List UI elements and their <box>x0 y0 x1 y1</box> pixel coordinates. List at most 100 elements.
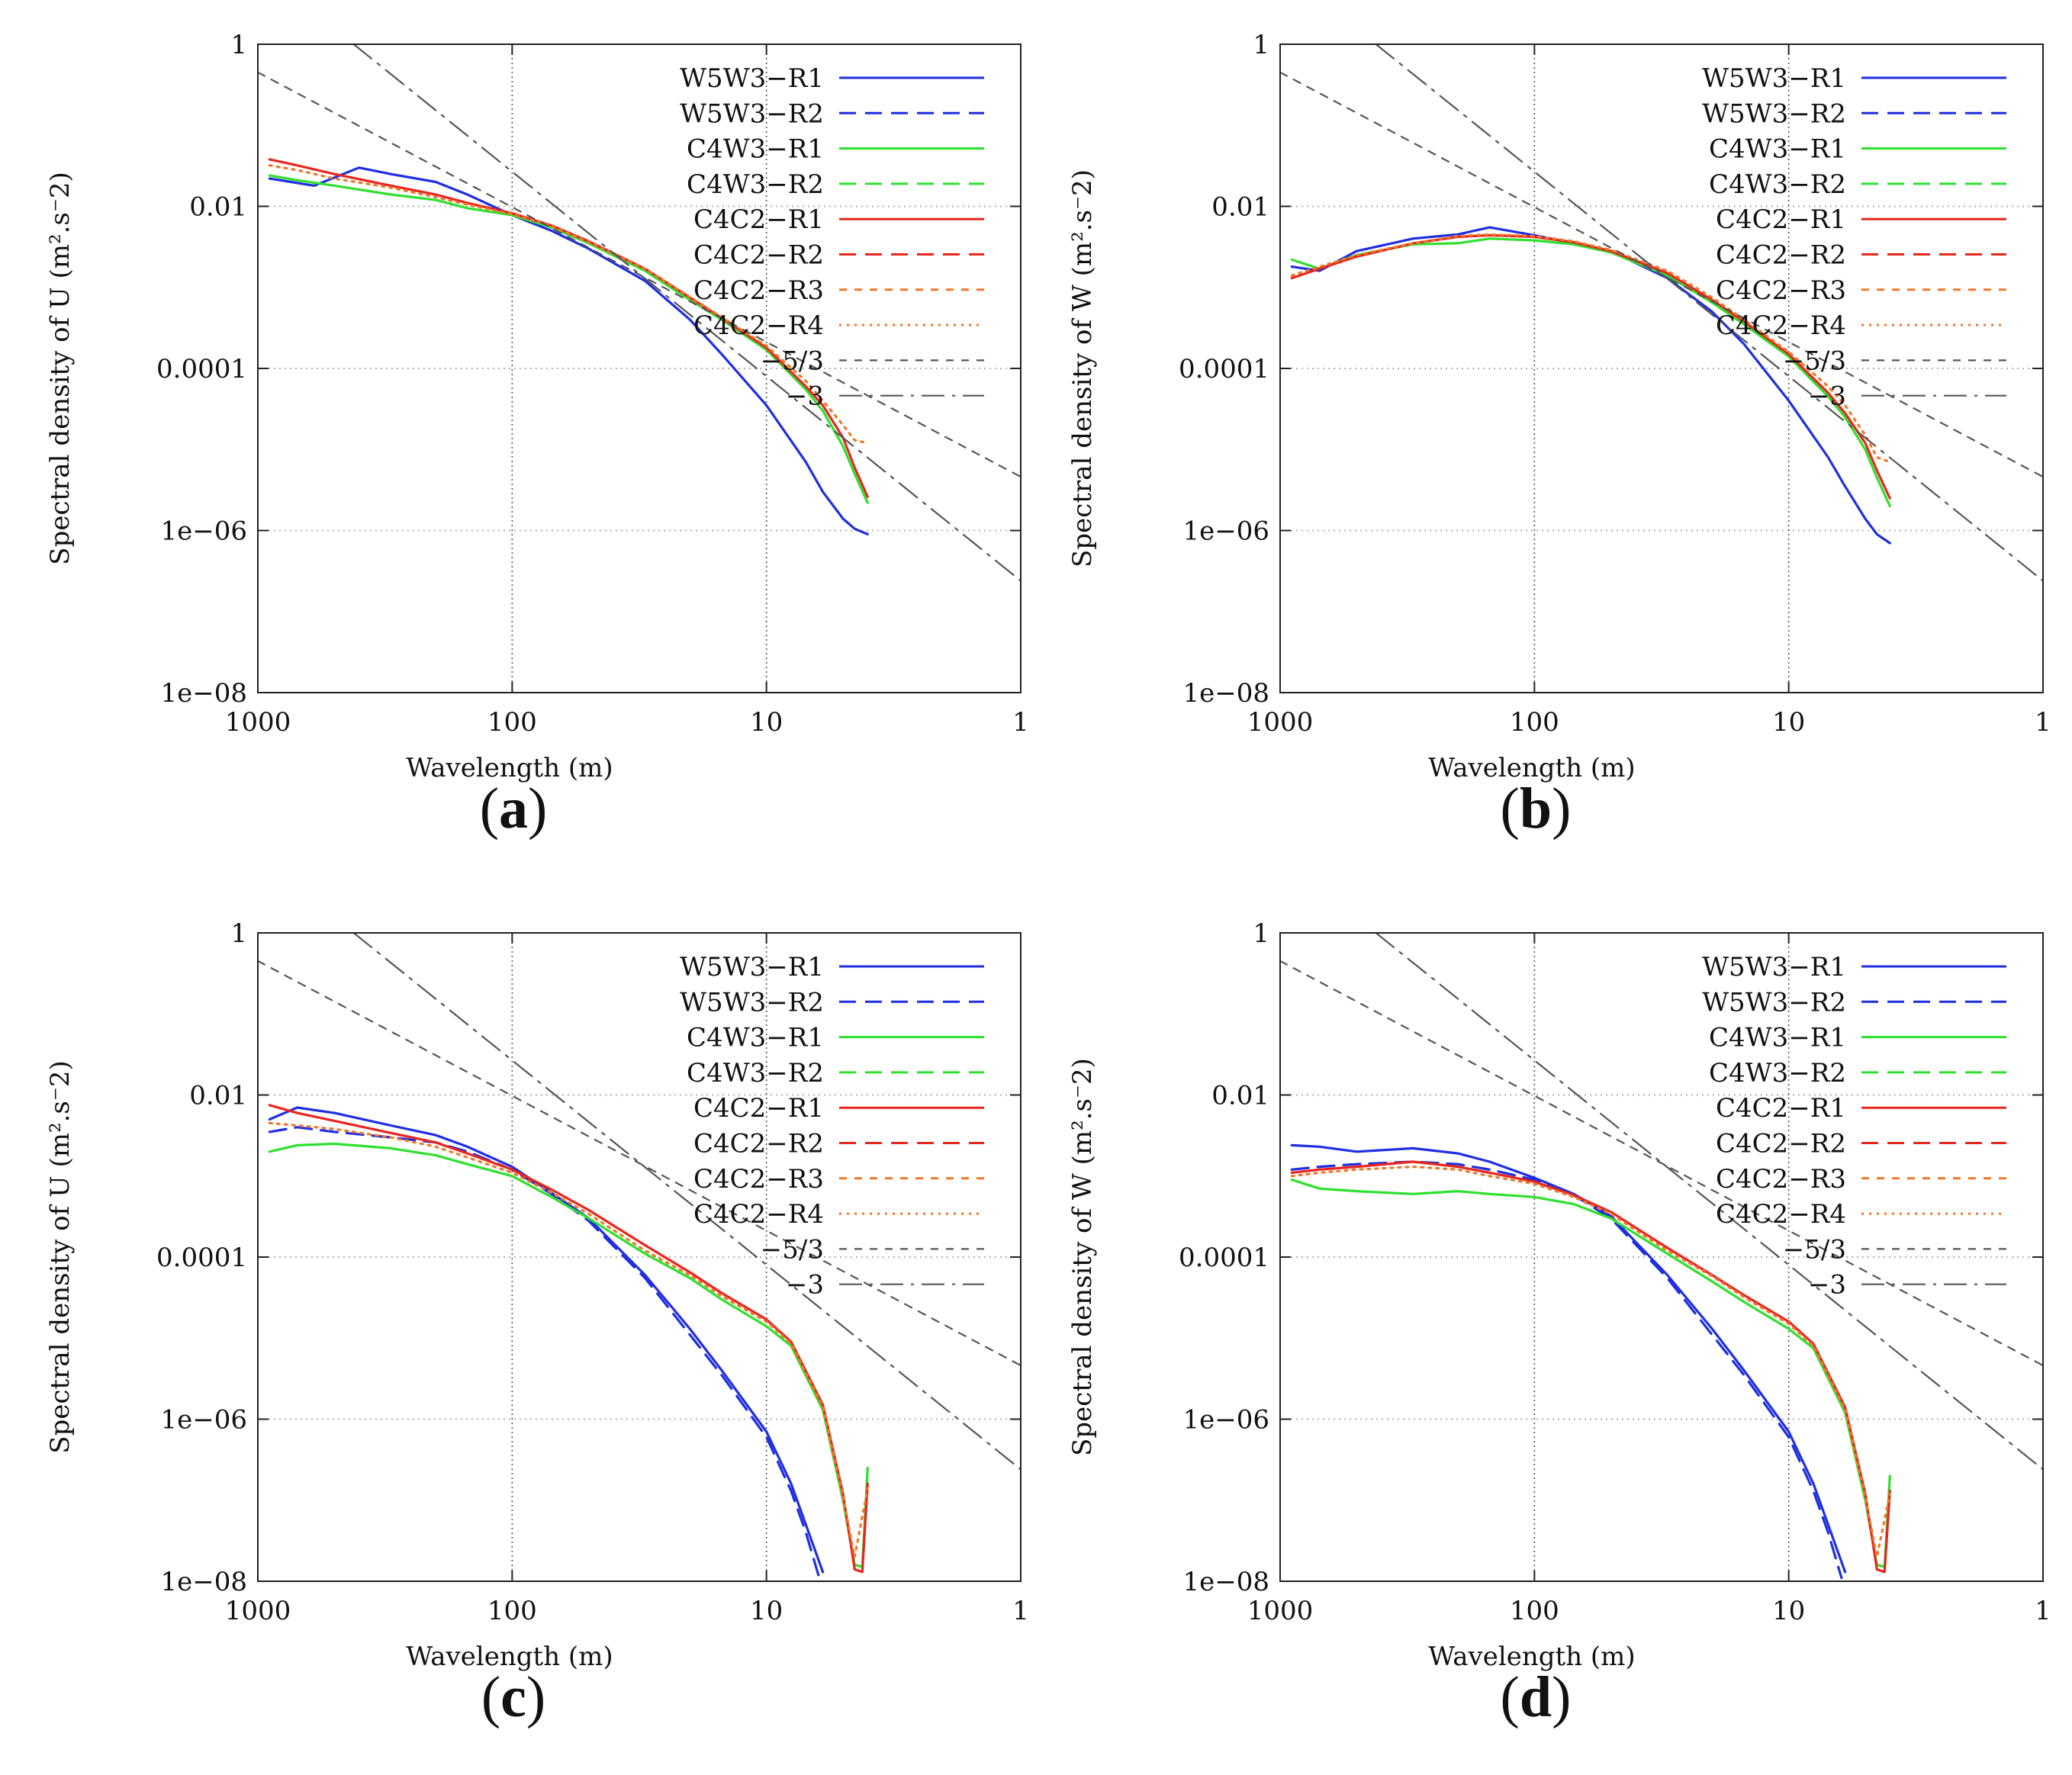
x-tick-label: 100 <box>1510 1596 1559 1626</box>
x-tick-label: 10 <box>750 707 783 738</box>
legend-label: −5/3 <box>1783 346 1846 376</box>
series-line-c4c2r3 <box>1290 1165 1891 1558</box>
legend-label: W5W3−R1 <box>1702 952 1846 982</box>
x-axis-label: Wavelength (m) <box>1428 753 1635 783</box>
x-tick-label: 1000 <box>225 1596 291 1626</box>
legend-label: C4C2−R2 <box>1716 1129 1846 1159</box>
series-line-w5w3r1 <box>268 1106 825 1574</box>
legend-label: C4W3−R2 <box>1709 169 1846 200</box>
y-tick-label: 1e−08 <box>160 678 247 709</box>
series-line-w5w3r2 <box>1290 1160 1843 1580</box>
x-tick-label: 1000 <box>1247 707 1314 738</box>
legend-label: W5W3−R2 <box>1702 987 1846 1018</box>
legend-label: C4C2−R2 <box>693 1129 824 1159</box>
plot-frame <box>1279 43 2044 693</box>
legend-label: C4C2−R3 <box>693 275 824 306</box>
series-line-c4w3r1 <box>268 174 869 504</box>
y-axis-label: Spectral density of W (m².s⁻2) <box>1067 1058 1098 1456</box>
legend-label: C4C2−R3 <box>1716 1164 1846 1195</box>
x-tick-label: 10 <box>750 1596 783 1626</box>
legend-label: C4W3−R2 <box>687 169 824 200</box>
y-tick-label: 1 <box>1253 918 1269 949</box>
y-tick-label: 0.0001 <box>156 354 247 384</box>
legend-label: C4C2−R2 <box>1716 240 1846 271</box>
y-tick-label: 0.01 <box>189 1081 247 1111</box>
legend-label: −3 <box>786 381 824 412</box>
x-tick-label: 10 <box>1772 707 1805 738</box>
series-group <box>1280 44 2043 582</box>
series-line-c4c2r3 <box>268 1121 869 1558</box>
series-line-53 <box>258 71 1021 478</box>
y-tick-label: 1e−08 <box>1182 1567 1269 1597</box>
panel-caption: (d) <box>1501 1665 1572 1729</box>
legend-label: C4C2−R1 <box>1716 1093 1846 1124</box>
legend-label: W5W3−R2 <box>680 987 824 1018</box>
x-tick-label: 1000 <box>1247 1596 1314 1626</box>
y-tick-label: 1e−06 <box>160 516 247 547</box>
y-axis-label: Spectral density of U (m².s⁻2) <box>45 172 76 564</box>
y-tick-label: 1 <box>230 30 247 60</box>
x-tick-label: 1000 <box>225 707 291 738</box>
legend-label: W5W3−R2 <box>1702 98 1846 129</box>
series-line-3 <box>352 933 1021 1471</box>
series-line-c4c2r1 <box>268 1104 869 1574</box>
series-line-w5w3r2 <box>268 1126 821 1580</box>
y-tick-label: 0.01 <box>1211 1081 1269 1111</box>
legend-label: C4C2−R4 <box>693 1199 824 1230</box>
series-line-w5w3r1 <box>268 166 869 536</box>
legend-label: C4W3−R2 <box>687 1058 824 1088</box>
y-tick-label: 1e−06 <box>1182 516 1269 547</box>
y-tick-label: 0.0001 <box>1179 354 1269 384</box>
legend-label: C4C2−R1 <box>693 204 824 235</box>
legend-label: −3 <box>1808 381 1846 412</box>
series-line-c4c2r3 <box>1290 233 1891 464</box>
x-tick-label: 100 <box>1510 707 1559 738</box>
y-axis-label: Spectral density of W (m².s⁻2) <box>1067 169 1098 568</box>
plot-frame <box>257 43 1022 693</box>
legend-label: W5W3−R1 <box>1702 63 1846 94</box>
y-tick-label: 1e−06 <box>1182 1405 1269 1436</box>
y-tick-label: 0.0001 <box>156 1243 247 1273</box>
legend-label: C4W3−R1 <box>687 134 824 165</box>
y-tick-label: 0.01 <box>1211 192 1269 223</box>
x-tick-label: 1 <box>2035 1596 2051 1626</box>
legend-label: C4W3−R1 <box>1709 134 1846 165</box>
y-tick-label: 1 <box>230 918 247 949</box>
series-group <box>258 44 1021 582</box>
legend-label: −5/3 <box>1783 1234 1846 1265</box>
panel-caption: (b) <box>1501 777 1572 841</box>
x-tick-label: 10 <box>1772 1596 1805 1626</box>
series-line-53 <box>258 960 1021 1367</box>
legend-label: C4C2−R3 <box>693 1164 824 1195</box>
x-tick-label: 1 <box>2035 707 2051 738</box>
series-line-3 <box>1375 933 2043 1471</box>
series-group <box>258 933 1021 1580</box>
legend-label: −3 <box>1808 1270 1846 1301</box>
y-tick-label: 0.01 <box>189 192 247 223</box>
legend-label: C4C2−R2 <box>693 240 824 271</box>
legend-label: C4C2−R4 <box>693 310 824 341</box>
legend-label: W5W3−R1 <box>680 952 824 982</box>
series-line-53 <box>1280 960 2043 1367</box>
legend-label: C4C2−R1 <box>1716 204 1846 235</box>
x-tick-label: 1 <box>1012 1596 1029 1626</box>
legend-label: W5W3−R1 <box>680 63 824 94</box>
y-tick-label: 1e−08 <box>1182 678 1269 709</box>
legend-label: C4C2−R3 <box>1716 275 1846 306</box>
legend-label: C4W3−R2 <box>1709 1058 1846 1088</box>
series-line-53 <box>1280 71 2043 478</box>
legend-label: −5/3 <box>761 346 824 376</box>
legend-label: C4C2−R4 <box>1716 310 1846 341</box>
panel-caption: (a) <box>480 777 548 841</box>
y-axis-label: Spectral density of U (m².s⁻2) <box>45 1060 76 1453</box>
plot-frame <box>257 932 1022 1582</box>
y-tick-label: 1e−08 <box>160 1567 247 1597</box>
series-line-3 <box>352 44 1021 582</box>
panel-caption: (c) <box>481 1665 545 1729</box>
x-tick-label: 100 <box>487 707 537 738</box>
legend-label: −5/3 <box>761 1234 824 1265</box>
series-line-3 <box>1375 44 2043 582</box>
legend-label: C4W3−R1 <box>1709 1023 1846 1053</box>
